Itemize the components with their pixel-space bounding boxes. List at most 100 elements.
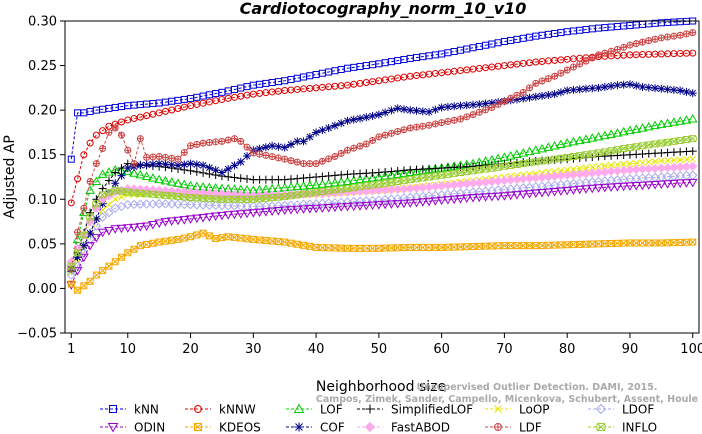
data-point-loop — [670, 156, 678, 164]
legend-label-kdeos: KDEOS — [219, 421, 261, 434]
data-point-ldf — [325, 155, 333, 163]
data-point-knnw — [143, 112, 151, 120]
data-point-odin — [317, 204, 328, 213]
data-point-lof — [417, 165, 428, 175]
data-point-odin — [625, 182, 635, 191]
data-point-ldf — [199, 139, 207, 147]
data-point-ldf — [130, 160, 138, 168]
data-point-ldf — [274, 154, 282, 162]
data-point-cof — [318, 126, 327, 135]
data-point-odin — [185, 215, 196, 224]
data-point-odin — [612, 183, 623, 192]
data-point-cof — [481, 99, 490, 108]
data-point-lof — [612, 128, 623, 137]
data-point-simplifiedlof — [243, 174, 252, 183]
data-point-lof — [637, 123, 648, 132]
x-tick-label: 10 — [119, 342, 136, 357]
data-point-ldf — [92, 160, 100, 168]
data-point-ldf — [362, 140, 370, 148]
data-point-cof — [155, 159, 164, 168]
data-point-lof — [311, 180, 321, 189]
data-point-lof — [380, 171, 391, 180]
x-tick-label: 100 — [680, 342, 702, 357]
data-point-lof — [599, 130, 610, 140]
data-point-odin — [543, 188, 554, 197]
data-point-cof — [192, 160, 201, 169]
data-point-knnw — [199, 99, 207, 107]
data-point-kdeos — [369, 244, 377, 252]
data-point-ldof — [160, 199, 171, 209]
data-point-kdeos — [387, 244, 395, 252]
data-point-loop — [620, 160, 628, 168]
data-point-lof — [373, 171, 384, 181]
data-point-cof — [199, 161, 208, 170]
data-point-cof — [217, 168, 226, 177]
axes: 1 10 20 30 40 50 60 70 80 90 100 −0.05 0.00 0.05 0.10 0… — [17, 15, 702, 358]
data-point-ldf — [381, 131, 389, 139]
y-tick-label: 0.15 — [28, 148, 57, 163]
data-point-odin — [549, 187, 560, 197]
data-point-ldf — [293, 158, 301, 166]
plot-area — [66, 17, 698, 294]
data-point-odin — [386, 200, 397, 209]
data-point-odin — [599, 183, 610, 193]
data-point-ldof — [148, 199, 158, 209]
x-tick-label: 80 — [559, 342, 576, 357]
data-point-ldf — [507, 94, 515, 102]
data-point-ldof — [129, 199, 139, 210]
data-point-cof — [450, 102, 459, 111]
data-point-ldf — [111, 124, 119, 132]
data-point-cof — [399, 105, 408, 114]
data-point-ldf — [601, 49, 609, 57]
data-point-cof — [167, 160, 176, 169]
legend-label-ldf: LDF — [519, 421, 542, 434]
chart-title: Cardiotocography_norm_10_v10 — [240, 0, 527, 18]
legend-item-ldof: LDOF — [588, 403, 654, 417]
data-point-lof — [662, 118, 673, 127]
data-point-ldf — [482, 106, 490, 114]
data-point-loop — [645, 158, 653, 166]
data-point-ldof — [273, 200, 284, 211]
series-ldof — [66, 170, 698, 280]
data-point-cof — [531, 92, 540, 101]
data-point-cof — [236, 157, 245, 166]
data-point-ldf — [544, 75, 552, 83]
data-point-cof — [575, 85, 584, 94]
series-line-odin — [70, 181, 693, 286]
data-point-simplifiedlof — [104, 176, 113, 185]
data-point-simplifiedlof — [293, 174, 302, 183]
data-point-kdeos — [274, 238, 282, 246]
data-point-odin — [129, 223, 139, 233]
legend-label-cof: COF — [320, 421, 345, 434]
data-point-odin — [254, 208, 265, 218]
data-point-ldf — [488, 103, 496, 111]
data-point-odin — [173, 216, 183, 226]
data-point-kdeos — [532, 242, 540, 250]
data-point-cof — [425, 107, 434, 116]
data-point-odin — [593, 184, 604, 193]
data-point-odin — [361, 201, 372, 211]
data-point-ldf — [287, 157, 295, 165]
data-point-knnw — [149, 110, 157, 118]
data-point-knnw — [161, 107, 169, 115]
data-point-odin — [135, 223, 146, 232]
data-point-odin — [323, 203, 334, 213]
data-point-cof — [368, 111, 377, 120]
data-point-lof — [386, 170, 397, 179]
data-point-cof — [669, 85, 678, 94]
legend-item-odin: ODIN — [100, 421, 165, 434]
data-point-ldof — [267, 201, 277, 211]
data-point-odin — [505, 191, 516, 201]
data-point-lof — [643, 121, 654, 131]
data-point-odin — [248, 209, 259, 218]
data-point-cof — [280, 143, 289, 152]
legend-label-odin: ODIN — [134, 421, 165, 434]
data-point-loop — [676, 156, 684, 164]
data-point-ldf — [438, 119, 446, 127]
data-point-loop — [570, 165, 577, 173]
y-tick-label: −0.05 — [17, 327, 57, 342]
legend-label-lof: LOF — [320, 403, 343, 417]
data-point-inflo — [688, 135, 698, 143]
data-point-ldf — [174, 155, 182, 163]
